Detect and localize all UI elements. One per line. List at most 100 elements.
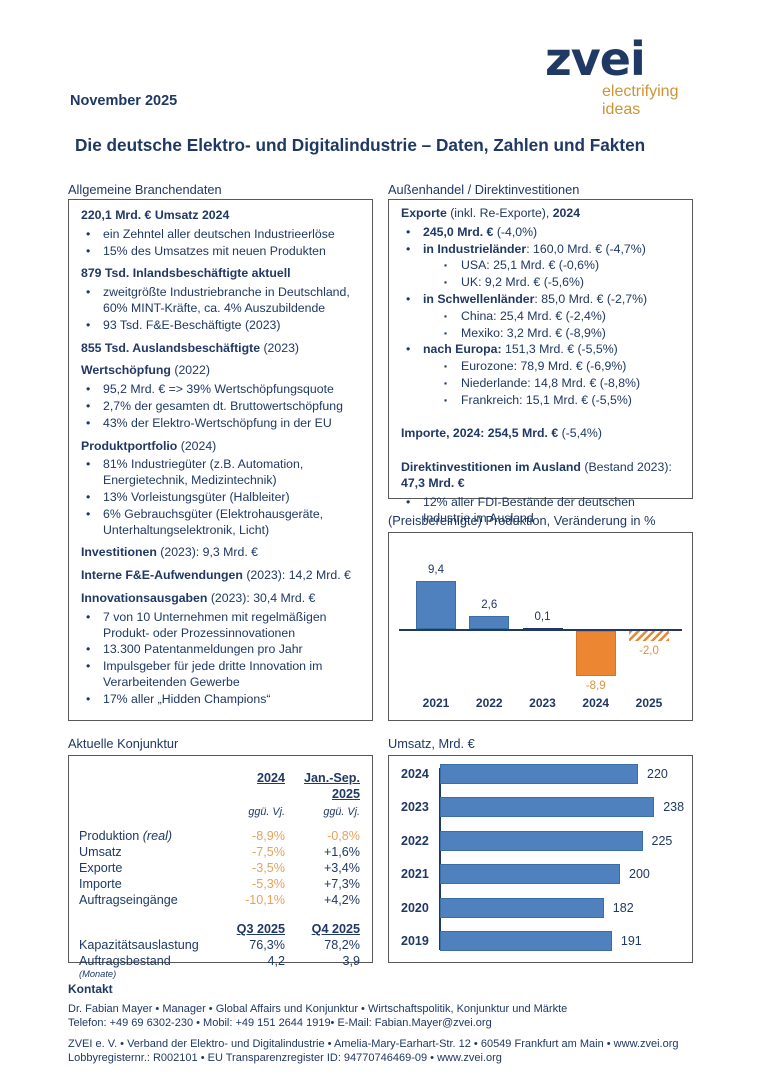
zvei-logo: zvei electrifying ideas — [545, 36, 710, 119]
fact-text: Wertschöpfung (2022) — [81, 363, 210, 378]
col-header-2024: 2024 — [256, 771, 285, 785]
fact-bullet: ▪ Frankreich: 15,1 Mrd. € (-5,5%) — [401, 393, 680, 409]
fact-heading: 220,1 Mrd. € Umsatz 2024 — [81, 208, 360, 224]
value-2025: +4,2% — [323, 893, 360, 907]
section-label-branchendaten: Allgemeine Branchendaten — [68, 182, 222, 197]
fact-bullet: • 43% der Elektro-Wertschöpfung in der EU — [81, 416, 360, 432]
fact-bullet: • 13% Vorleistungsgüter (Halbleiter) — [81, 490, 360, 506]
col-header-jan-sep-2025: Jan.-Sep. 2025 — [304, 771, 360, 801]
production-year-label: 2022 — [475, 696, 503, 710]
fact-text: Impulsgeber für jede dritte Innovation i… — [103, 659, 323, 689]
x-axis-line — [399, 629, 682, 631]
value-2024: -10,1% — [245, 893, 285, 907]
col-header-q3-2025: Q3 2025 — [236, 922, 285, 936]
square-bullet-icon: ▪ — [444, 394, 448, 405]
square-bullet-icon: ▪ — [444, 361, 448, 372]
dot-bullet-icon: • — [86, 489, 91, 504]
fact-bullet: • Impulsgeber für jede dritte Innovation … — [81, 659, 360, 691]
fact-heading: Importe, 2024: 254,5 Mrd. € (-5,4%) — [401, 426, 680, 442]
fact-text: USA: 25,1 Mrd. € (-0,6%) — [461, 258, 600, 273]
fact-text: Innovationsausgaben (2023): 30,4 Mrd. € — [81, 590, 316, 605]
umsatz-value-label: 238 — [663, 800, 685, 815]
fact-bullet: ▪ Niederlande: 14,8 Mrd. € (-8,8%) — [401, 376, 680, 392]
row-label-kapazitätsauslastung: Kapazitätsauslastung — [79, 938, 199, 952]
fact-text: nach Europa: 151,3 Mrd. € (-5,5%) — [423, 342, 618, 357]
fact-text: zweitgrößte Industriebranche in Deutschl… — [103, 285, 350, 315]
footer-org-line1: ZVEI e. V. • Verband der Elektro- und Di… — [68, 1038, 679, 1050]
umsatz-value-label: 225 — [651, 833, 673, 848]
fact-text: 7 von 10 Unternehmen mit regelmäßigen Pr… — [103, 609, 327, 640]
production-value-label: 2,6 — [481, 598, 498, 611]
umsatz-year-label: 2022 — [401, 833, 429, 848]
dot-bullet-icon: • — [406, 241, 411, 256]
panel-spacer — [401, 410, 680, 419]
square-bullet-icon: ▪ — [444, 377, 448, 388]
page-title: Die deutsche Elektro- und Digitalindustr… — [75, 135, 646, 155]
umsatz-value-label: 220 — [647, 767, 668, 781]
logo-tagline-line1: electrifying — [602, 83, 679, 100]
footer-kontakt-heading: Kontakt — [68, 982, 113, 996]
fact-bullet: • in Schwellenländer: 85,0 Mrd. € (-2,7%) — [401, 292, 680, 308]
umsatz-value-label: 200 — [629, 867, 650, 882]
fact-bullet: ▪ UK: 9,2 Mrd. € (-5,6%) — [401, 275, 680, 291]
fact-bullet: • zweitgrößte Industriebranche in Deutsch… — [81, 285, 360, 317]
square-bullet-icon: ▪ — [444, 310, 448, 321]
fact-bullet: • 15% des Umsatzes mit neuen Produkten — [81, 244, 360, 260]
dot-bullet-icon: • — [86, 659, 91, 674]
dot-bullet-icon: • — [86, 457, 91, 472]
row-label-umsatz: Umsatz — [79, 845, 122, 859]
production-bar-2021 — [416, 581, 456, 629]
fact-text: Importe, 2024: 254,5 Mrd. € (-5,4%) — [401, 425, 602, 440]
dot-bullet-icon: • — [406, 291, 411, 306]
fact-bullet: • 95,2 Mrd. € => 39% Wertschöpfungsquote — [81, 382, 360, 398]
production-value-label: -2,0 — [639, 645, 659, 658]
fact-text: Direktinvestitionen im Ausland (Bestand … — [401, 460, 672, 491]
fact-text: in Industrieländer: 160,0 Mrd. € (-4,7%) — [423, 241, 646, 256]
table-section-spacer — [79, 908, 360, 921]
production-year-label: 2024 — [582, 696, 610, 710]
fact-text: 245,0 Mrd. € (-4,0%) — [423, 224, 538, 239]
dot-bullet-icon: • — [86, 691, 91, 706]
umsatz-bar-2022 — [440, 830, 643, 851]
value-2024: -5,3% — [252, 877, 285, 891]
footer-org-line2: Lobbyregisternr.: R002101 • EU Transpare… — [68, 1052, 502, 1064]
umsatz-year-label: 2023 — [401, 800, 429, 815]
q-value-1: 4,2 — [267, 954, 285, 968]
fact-text: Eurozone: 78,9 Mrd. € (-6,9%) — [461, 359, 627, 374]
fact-text: 13.300 Patentanmeldungen pro Jahr — [103, 642, 303, 657]
subheader-empty — [79, 802, 227, 828]
footer-contact-line2: Telefon: +49 69 6302-230 • Mobil: +49 15… — [68, 1017, 492, 1029]
production-year-label: 2021 — [422, 696, 450, 710]
fact-heading: Exporte (inkl. Re-Exporte), 2024 — [401, 206, 680, 222]
fact-text: 220,1 Mrd. € Umsatz 2024 — [81, 208, 230, 222]
umsatz-bar-2020 — [440, 897, 604, 918]
value-2025: +1,6% — [323, 845, 360, 859]
production-bar-2023 — [522, 628, 563, 629]
dot-bullet-icon: • — [406, 342, 411, 357]
dot-bullet-icon: • — [86, 415, 91, 430]
umsatz-year-label: 2019 — [401, 934, 429, 948]
umsatz-year-label: 2021 — [401, 867, 429, 882]
umsatz-value-label: 182 — [612, 900, 634, 915]
dot-bullet-icon: • — [86, 609, 91, 624]
fact-text: 6% Gebrauchsgüter (Elektrohausgeräte, Un… — [103, 506, 324, 537]
fact-text: 13% Vorleistungsgüter (Halbleiter) — [103, 489, 290, 504]
dot-bullet-icon: • — [86, 317, 91, 332]
fact-text: Interne F&E-Aufwendungen (2023): 14,2 Mr… — [81, 568, 351, 583]
aussenhandel-box: Exporte (inkl. Re-Exporte), 2024 • 245,0 M… — [388, 199, 693, 525]
square-bullet-icon: ▪ — [444, 260, 448, 271]
fact-bullet: • 2,7% der gesamten dt. Bruttowertschöpfu… — [81, 399, 360, 415]
dot-bullet-icon: • — [86, 243, 91, 258]
q-header-empty — [79, 921, 227, 937]
fact-text: 2,7% der gesamten dt. Bruttowertschöpfun… — [103, 398, 343, 413]
fact-bullet: • in Industrieländer: 160,0 Mrd. € (-4,7%… — [401, 242, 680, 258]
dot-bullet-icon: • — [86, 506, 91, 521]
row-label-auftragseingänge: Auftragseingänge — [79, 893, 178, 907]
value-2024: -8,9% — [252, 829, 285, 843]
logo-tagline: electrifying ideas — [602, 83, 710, 119]
value-2024: -3,5% — [252, 861, 285, 875]
fact-bullet: • 13.300 Patentanmeldungen pro Jahr — [81, 642, 360, 658]
umsatz-year-label: 2020 — [401, 900, 429, 915]
production-chart-title: (Preisbereinigte) Produktion, Veränderun… — [388, 513, 656, 528]
value-2025: +7,3% — [323, 877, 360, 891]
